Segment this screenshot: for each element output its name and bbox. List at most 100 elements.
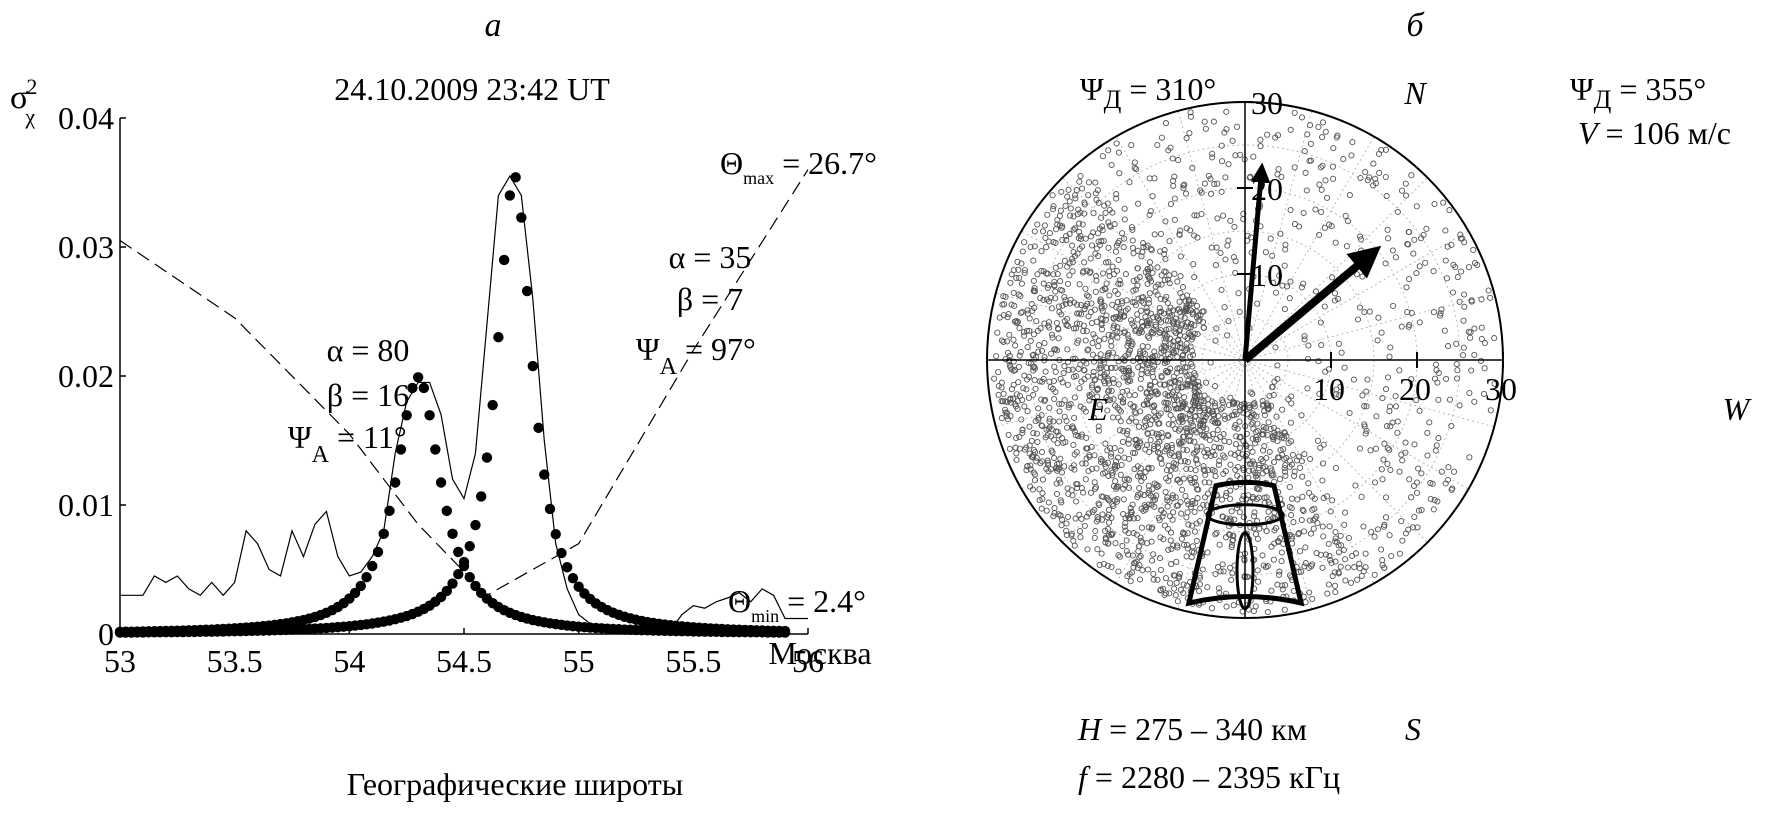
scatter-point	[1154, 358, 1161, 365]
scatter-point	[1234, 425, 1241, 432]
scatter-point	[1092, 288, 1099, 295]
scatter-point	[1170, 348, 1177, 355]
scatter-point	[1332, 558, 1339, 565]
scatter-point	[1072, 515, 1079, 522]
model-left-point	[407, 382, 418, 394]
scatter-point	[1227, 450, 1234, 457]
polar-grid-spoke	[1115, 359, 1246, 584]
scatter-point	[1016, 392, 1023, 399]
scatter-point	[1081, 210, 1088, 217]
scatter-point	[1097, 455, 1105, 463]
scatter-point	[1174, 598, 1181, 605]
scatter-point	[1136, 562, 1143, 569]
scatter-point	[1180, 433, 1187, 440]
scatter-point	[1187, 417, 1194, 424]
model-right-point	[510, 172, 521, 183]
scatter-point	[1115, 414, 1122, 421]
scatter-point	[1023, 376, 1031, 383]
scatter-point	[1052, 388, 1059, 396]
scatter-point	[1167, 200, 1175, 208]
scatter-point	[1266, 448, 1273, 455]
scatter-point	[1030, 469, 1037, 476]
scatter-point	[1382, 260, 1389, 267]
scatter-point	[1010, 336, 1017, 343]
scatter-point	[1187, 227, 1194, 234]
scatter-point	[1183, 372, 1190, 379]
scatter-point	[1154, 449, 1162, 456]
scatter-point	[1456, 298, 1463, 305]
scatter-point	[1096, 365, 1103, 372]
scatter-point	[1255, 578, 1262, 585]
scatter-point	[1271, 432, 1278, 439]
scatter-point	[1115, 280, 1122, 287]
scatter-point	[1240, 465, 1247, 472]
scatter-point	[1158, 349, 1165, 356]
scatter-point	[1126, 515, 1133, 522]
scatter-point	[1167, 144, 1174, 151]
scatter-point	[1030, 287, 1037, 295]
scatter-point	[1175, 337, 1182, 344]
scatter-point	[1162, 120, 1170, 127]
scatter-point	[1044, 457, 1051, 464]
scatter-point	[1171, 585, 1178, 592]
scatter-point	[1029, 352, 1036, 359]
scatter-point	[1069, 259, 1076, 266]
scatter-point	[1066, 300, 1074, 307]
scatter-point	[1166, 498, 1173, 505]
scatter-point	[1179, 399, 1186, 406]
scatter-point	[1383, 423, 1390, 430]
scatter-point	[1106, 497, 1113, 504]
scatter-point	[1127, 578, 1134, 585]
scatter-point	[1394, 208, 1401, 215]
scatter-point	[1097, 374, 1104, 381]
scatter-point	[1285, 440, 1292, 447]
scatter-point	[1091, 452, 1098, 459]
scatter-point	[1203, 426, 1210, 433]
scatter-point	[1137, 326, 1144, 333]
scatter-point	[1234, 463, 1242, 471]
scatter-point	[1232, 441, 1240, 448]
scatter-point	[1077, 534, 1084, 541]
scatter-point	[1102, 527, 1109, 534]
scatter-point	[1051, 436, 1058, 443]
scatter-point	[1207, 190, 1215, 197]
scatter-point	[1002, 406, 1009, 413]
scatter-point	[1141, 502, 1148, 509]
scatter-point	[1277, 447, 1284, 454]
scatter-point	[1024, 463, 1031, 470]
scatter-point	[1155, 412, 1162, 419]
scatter-point	[1071, 192, 1079, 199]
scatter-point	[1173, 579, 1180, 586]
scatter-point	[1021, 403, 1028, 410]
scatter-point	[1147, 382, 1154, 389]
scatter-point	[1270, 424, 1277, 431]
scatter-point	[1095, 252, 1102, 260]
scatter-point	[1028, 437, 1035, 444]
model-right-point	[544, 503, 556, 515]
scatter-point	[1094, 546, 1101, 553]
scatter-point	[1229, 570, 1236, 577]
scatter-point	[1236, 418, 1243, 425]
scatter-point	[1184, 542, 1191, 549]
scatter-point	[1310, 517, 1317, 524]
scatter-point	[1326, 523, 1333, 530]
scatter-point	[1289, 495, 1296, 502]
scatter-point	[1129, 299, 1136, 306]
scatter-point	[1197, 420, 1205, 427]
scatter-point	[1131, 164, 1138, 171]
polar-grid-spoke	[1244, 110, 1313, 361]
scatter-point	[1330, 175, 1337, 182]
scatter-point	[1243, 496, 1250, 503]
scatter-point	[1154, 141, 1161, 149]
scatter-point	[1132, 302, 1139, 309]
scatter-point	[1143, 360, 1150, 368]
scatter-point	[1124, 427, 1131, 434]
scatter-point	[1089, 384, 1096, 391]
scatter-point	[1065, 401, 1072, 409]
scatter-point	[1085, 192, 1092, 199]
scatter-point	[1474, 261, 1481, 268]
scatter-point	[1384, 226, 1391, 233]
scatter-point	[1106, 268, 1113, 275]
scatter-point	[1229, 537, 1236, 544]
